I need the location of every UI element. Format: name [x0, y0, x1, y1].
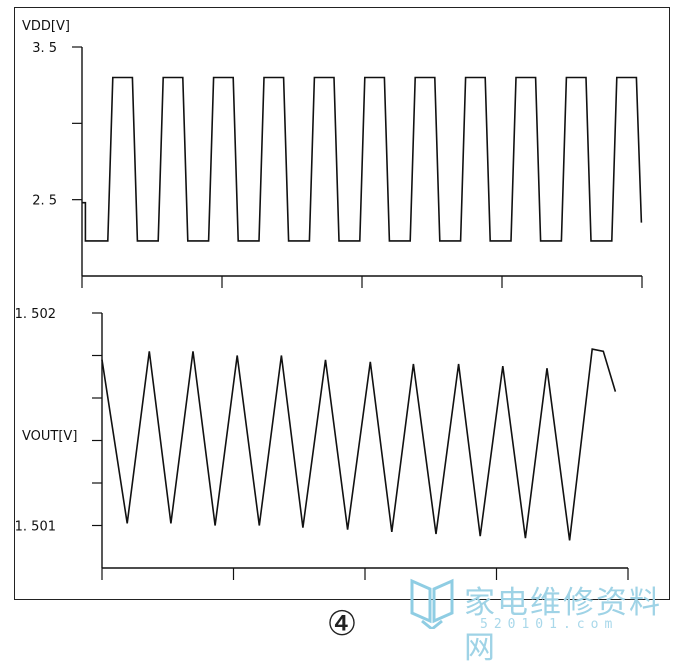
- watermark-text: 家电维修资料网: [464, 585, 662, 666]
- vdd-panel: 3. 5 2. 5 VDD[V]: [22, 19, 643, 288]
- figure-caption: ④: [326, 604, 358, 644]
- vout-panel: 1. 502 1. 501 VOUT[V]: [15, 307, 629, 580]
- y-axis-label: VDD[V]: [22, 19, 70, 34]
- watermark-logo: [410, 578, 454, 629]
- y-tick-label: 1. 502: [15, 307, 56, 322]
- y-tick-label: 2. 5: [32, 194, 57, 209]
- y-tick-label: 3. 5: [32, 41, 57, 56]
- y-tick-label: 1. 501: [15, 520, 56, 535]
- series-line: [82, 76, 643, 242]
- chart-canvas: 3. 5 2. 5 VDD[V] 1. 502 1. 501 VOUT[V]: [15, 19, 643, 580]
- figure-frame: [14, 7, 670, 600]
- series-line: [101, 348, 617, 541]
- watermark-url: 520101.com: [480, 617, 619, 632]
- watermark: 家电维修资料网 520101.com: [408, 575, 678, 666]
- y-axis-label: VOUT[V]: [22, 429, 77, 444]
